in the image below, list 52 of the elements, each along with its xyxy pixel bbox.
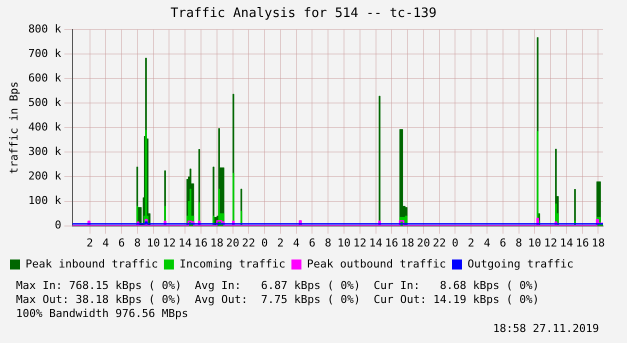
x-tick-label: 10 (337, 236, 351, 250)
text: Max Out: 38.18 kBps ( 0%) Avg Out: 7.75 kBps ( 0%) Cur Out: 14.19 kBps ( 0%) (16, 293, 540, 306)
y-tick-label: 700 k (28, 46, 62, 60)
y-tick-label: 300 k (28, 145, 62, 158)
x-tick-label: 0 (452, 236, 459, 250)
y-axis-title: traffic in Bps (7, 81, 20, 174)
x-tick-label: 12 (353, 236, 367, 250)
x-tick-label: 6 (118, 236, 125, 250)
y-tick-label: 200 k (28, 170, 62, 183)
x-tick-label: 4 (484, 236, 491, 250)
legend-label: Incoming traffic (179, 257, 286, 270)
legend-label: Peak inbound traffic (26, 257, 158, 270)
y-tick-label: 400 k (28, 120, 62, 134)
x-tick-label: 22 (242, 236, 256, 250)
y-tick-label: 500 k (28, 96, 62, 110)
legend-label: Outgoing traffic (467, 257, 574, 270)
x-tick-label: 12 (162, 236, 176, 250)
text: Max In: 768.15 kBps ( 0%) Avg In: 6.87 kBps ( 0%) Cur In: 8.68 kBps ( 0%) (16, 279, 540, 292)
legend-label: Peak outbound traffic (306, 257, 446, 270)
x-tick-label: 2 (468, 236, 474, 250)
x-tick-label: 4 (102, 236, 110, 250)
x-tick-label: 14 (178, 236, 192, 250)
x-tick-label: 6 (500, 236, 506, 250)
x-tick-label: 18 (400, 236, 414, 250)
x-tick-label: 2 (86, 236, 94, 250)
y-tick-label: 600 k (28, 72, 62, 85)
x-tick-label: 8 (134, 236, 141, 250)
x-tick-label: 12 (544, 236, 558, 250)
x-tick-label: 0 (261, 236, 268, 250)
x-tick-label: 2 (277, 236, 284, 250)
y-tick-label: 100 k (28, 194, 62, 208)
x-tick-label: 8 (515, 236, 522, 250)
y-tick-label: 0 (54, 218, 62, 232)
x-tick-label: 10 (528, 236, 542, 250)
x-tick-label: 18 (592, 236, 605, 250)
x-tick-label: 8 (324, 236, 332, 250)
x-tick-label: 4 (293, 236, 300, 250)
x-tick-label: 6 (308, 236, 316, 250)
x-tick-label: 10 (146, 236, 160, 250)
x-tick-label: 14 (369, 236, 383, 250)
x-tick-label: 16 (576, 236, 589, 250)
x-tick-label: 16 (194, 236, 208, 250)
x-tick-label: 16 (385, 236, 398, 250)
text: 100% Bandwidth 976.56 MBps (16, 307, 188, 320)
x-tick-label: 14 (560, 236, 574, 250)
text: 18:58 27.11.2019 (493, 322, 599, 335)
x-tick-label: 18 (210, 236, 224, 250)
x-tick-label: 20 (226, 236, 240, 250)
x-tick-label: 20 (416, 236, 430, 250)
chart-title: Traffic Analysis for 514 -- tc-139 (170, 6, 437, 22)
y-tick-label: 800 k (28, 22, 62, 36)
x-tick-label: 22 (432, 236, 446, 250)
